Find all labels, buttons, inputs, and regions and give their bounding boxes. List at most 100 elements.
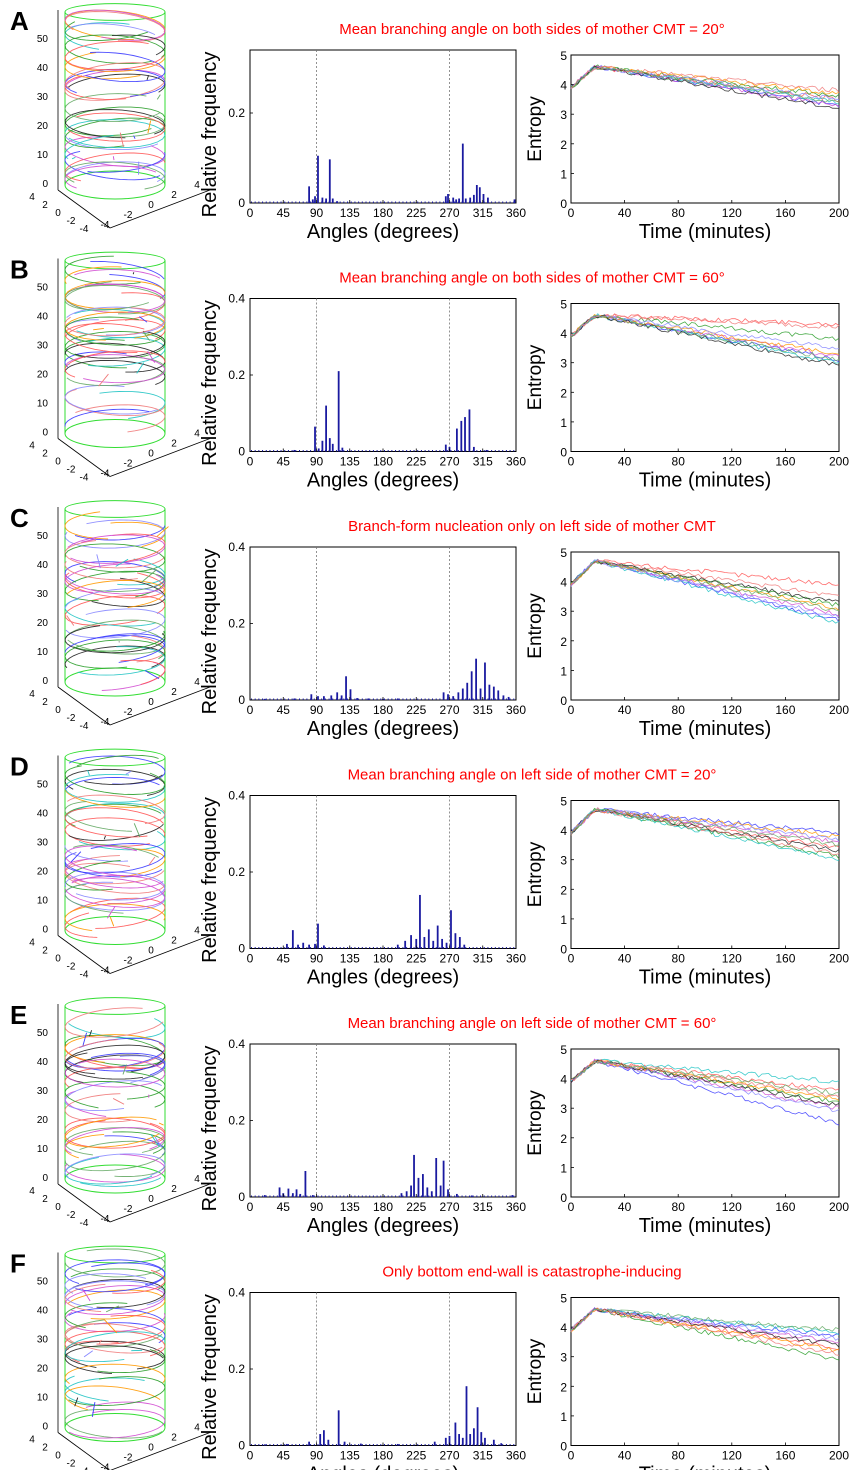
helix-y-tick: -2 (124, 707, 133, 718)
microtubule-trace (115, 1160, 166, 1177)
histogram-frame (250, 1293, 516, 1446)
entropy-x-tick: 200 (829, 206, 849, 220)
helix-axis-line (110, 190, 210, 228)
histogram-y-tick: 0 (238, 693, 245, 707)
microtubule-trace (65, 769, 165, 795)
entropy-x-tick: 120 (722, 206, 742, 220)
entropy-xlabel: Time (minutes) (639, 718, 772, 740)
entropy-x-tick: 160 (775, 455, 795, 469)
entropy-y-tick: 3 (560, 854, 567, 868)
histogram-y-tick: 0.2 (228, 617, 245, 631)
helix-y-tick: -4 (101, 1463, 110, 1471)
histogram-y-tick: 0.2 (228, 1362, 245, 1376)
entropy-frame (571, 552, 839, 700)
helix-z-tick: 50 (37, 780, 49, 791)
microtubule-branch (84, 1351, 93, 1357)
histogram-x-tick: 135 (340, 1449, 360, 1463)
microtubule-trace (69, 824, 164, 840)
microtubule-trace (66, 609, 165, 638)
microtubule-trace (65, 166, 156, 188)
microtubule-trace (65, 636, 165, 653)
histogram-x-tick: 0 (247, 1449, 254, 1463)
entropy-ylabel: Entropy (525, 1090, 546, 1156)
entropy-y-tick: 4 (560, 327, 567, 341)
histogram-x-tick: 315 (473, 455, 493, 469)
helix-z-tick: 10 (37, 399, 49, 410)
helix-x-tick: 2 (42, 946, 48, 957)
histogram-x-tick: 180 (373, 206, 393, 220)
entropy-y-tick: 5 (560, 795, 567, 809)
cylinder-bottom (65, 917, 165, 945)
microtubule-trace (74, 270, 159, 279)
microtubule-trace (65, 41, 164, 69)
histogram-x-tick: 270 (439, 1200, 459, 1214)
histogram-x-tick: 45 (277, 952, 291, 966)
helix-x-tick: 0 (55, 954, 61, 965)
helix-y-tick: 0 (148, 1194, 154, 1205)
histogram-frame (250, 796, 516, 949)
helix-z-tick: 40 (37, 312, 49, 323)
histogram-y-tick: 0.2 (228, 106, 245, 120)
helix-x-tick: -4 (80, 224, 89, 235)
helix-x-tick: 0 (55, 457, 61, 468)
histogram-x-tick: 0 (247, 952, 254, 966)
helix-y-tick: 0 (148, 946, 154, 957)
entropy-x-tick: 80 (672, 206, 686, 220)
histogram-ylabel: Relative frequency (199, 52, 221, 218)
helix-x-tick: 2 (42, 1194, 48, 1205)
microtubule-branch (113, 156, 114, 160)
histogram-x-tick: 90 (310, 1200, 324, 1214)
histogram-x-tick: 45 (277, 703, 291, 717)
microtubule-trace (65, 1386, 160, 1410)
helix-x-tick: -2 (67, 713, 76, 724)
helix-z-tick: 50 (37, 1028, 49, 1039)
entropy-y-tick: 2 (560, 1132, 567, 1146)
histogram-y-tick: 0.4 (228, 540, 245, 554)
entropy-frame (571, 1049, 839, 1197)
histogram-x-tick: 360 (506, 1200, 526, 1214)
helix-x-tick: -4 (80, 473, 89, 484)
entropy-y-tick: 4 (560, 1073, 567, 1087)
cylinder-bottom (65, 171, 165, 199)
entropy-y-tick: 2 (560, 883, 567, 897)
helix-z-tick: 40 (37, 63, 49, 74)
entropy-x-tick: 80 (672, 703, 686, 717)
entropy-x-tick: 0 (568, 455, 575, 469)
entropy-y-tick: 5 (560, 1292, 567, 1306)
histogram-frame (250, 50, 516, 203)
entropy-ylabel: Entropy (525, 593, 546, 659)
entropy-x-tick: 160 (775, 952, 795, 966)
helix-z-tick: 40 (37, 809, 49, 820)
microtubule-branch (133, 272, 134, 274)
histogram-x-tick: 360 (506, 455, 526, 469)
histogram-x-tick: 360 (506, 952, 526, 966)
microtubule-branch (67, 616, 74, 626)
entropy-x-tick: 40 (618, 455, 632, 469)
panel-title: Mean branching angle on left side of mot… (348, 767, 717, 784)
histogram-x-tick: 90 (310, 952, 324, 966)
entropy-xlabel: Time (minutes) (639, 470, 772, 492)
entropy-y-tick: 2 (560, 635, 567, 649)
microtubule-trace (85, 775, 163, 785)
entropy-ylabel: Entropy (525, 96, 546, 162)
histogram-x-tick: 90 (310, 703, 324, 717)
helix-z-tick: 10 (37, 896, 49, 907)
helix-y-tick: 2 (171, 687, 177, 698)
histogram-y-tick: 0.4 (228, 1286, 245, 1300)
helix-x-tick: 2 (42, 1443, 48, 1454)
histogram-x-tick: 90 (310, 455, 324, 469)
microtubule-trace (68, 1290, 165, 1319)
entropy-y-tick: 3 (560, 108, 567, 122)
entropy-frame (571, 801, 839, 949)
histogram-x-tick: 0 (247, 455, 254, 469)
histogram-x-tick: 270 (439, 206, 459, 220)
entropy-y-tick: 4 (560, 79, 567, 93)
histogram-x-tick: 315 (473, 206, 493, 220)
entropy-x-tick: 160 (775, 1200, 795, 1214)
histogram-x-tick: 180 (373, 703, 393, 717)
helix-x-tick: 4 (29, 1186, 35, 1197)
histogram-x-tick: 45 (277, 1200, 291, 1214)
